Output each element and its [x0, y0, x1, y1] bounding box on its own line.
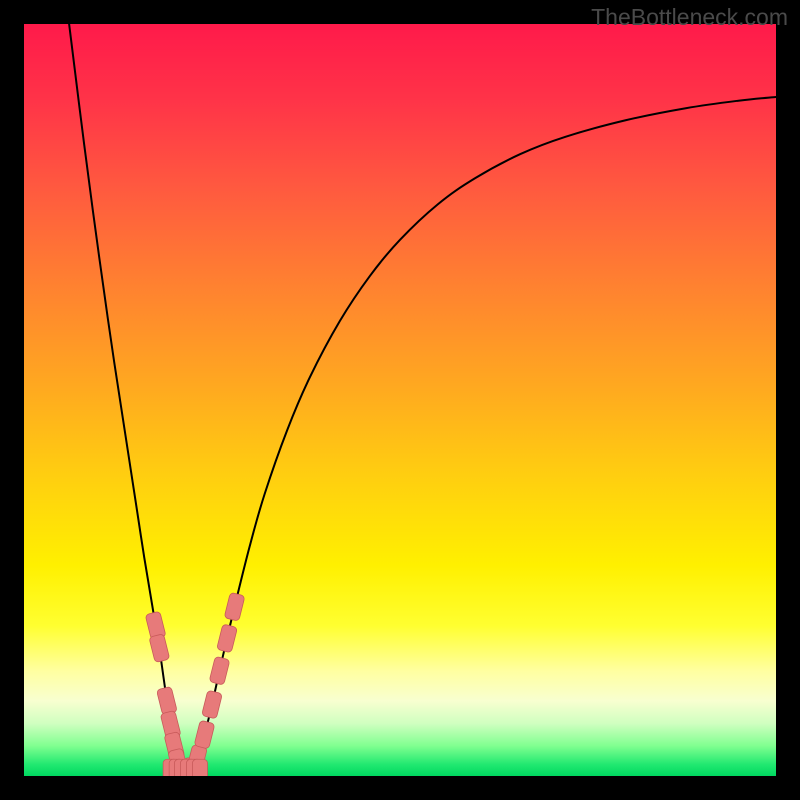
watermark-text: TheBottleneck.com [591, 4, 788, 31]
plot-area [24, 24, 776, 776]
data-markers [24, 24, 776, 776]
chart-frame: TheBottleneck.com [0, 0, 800, 800]
